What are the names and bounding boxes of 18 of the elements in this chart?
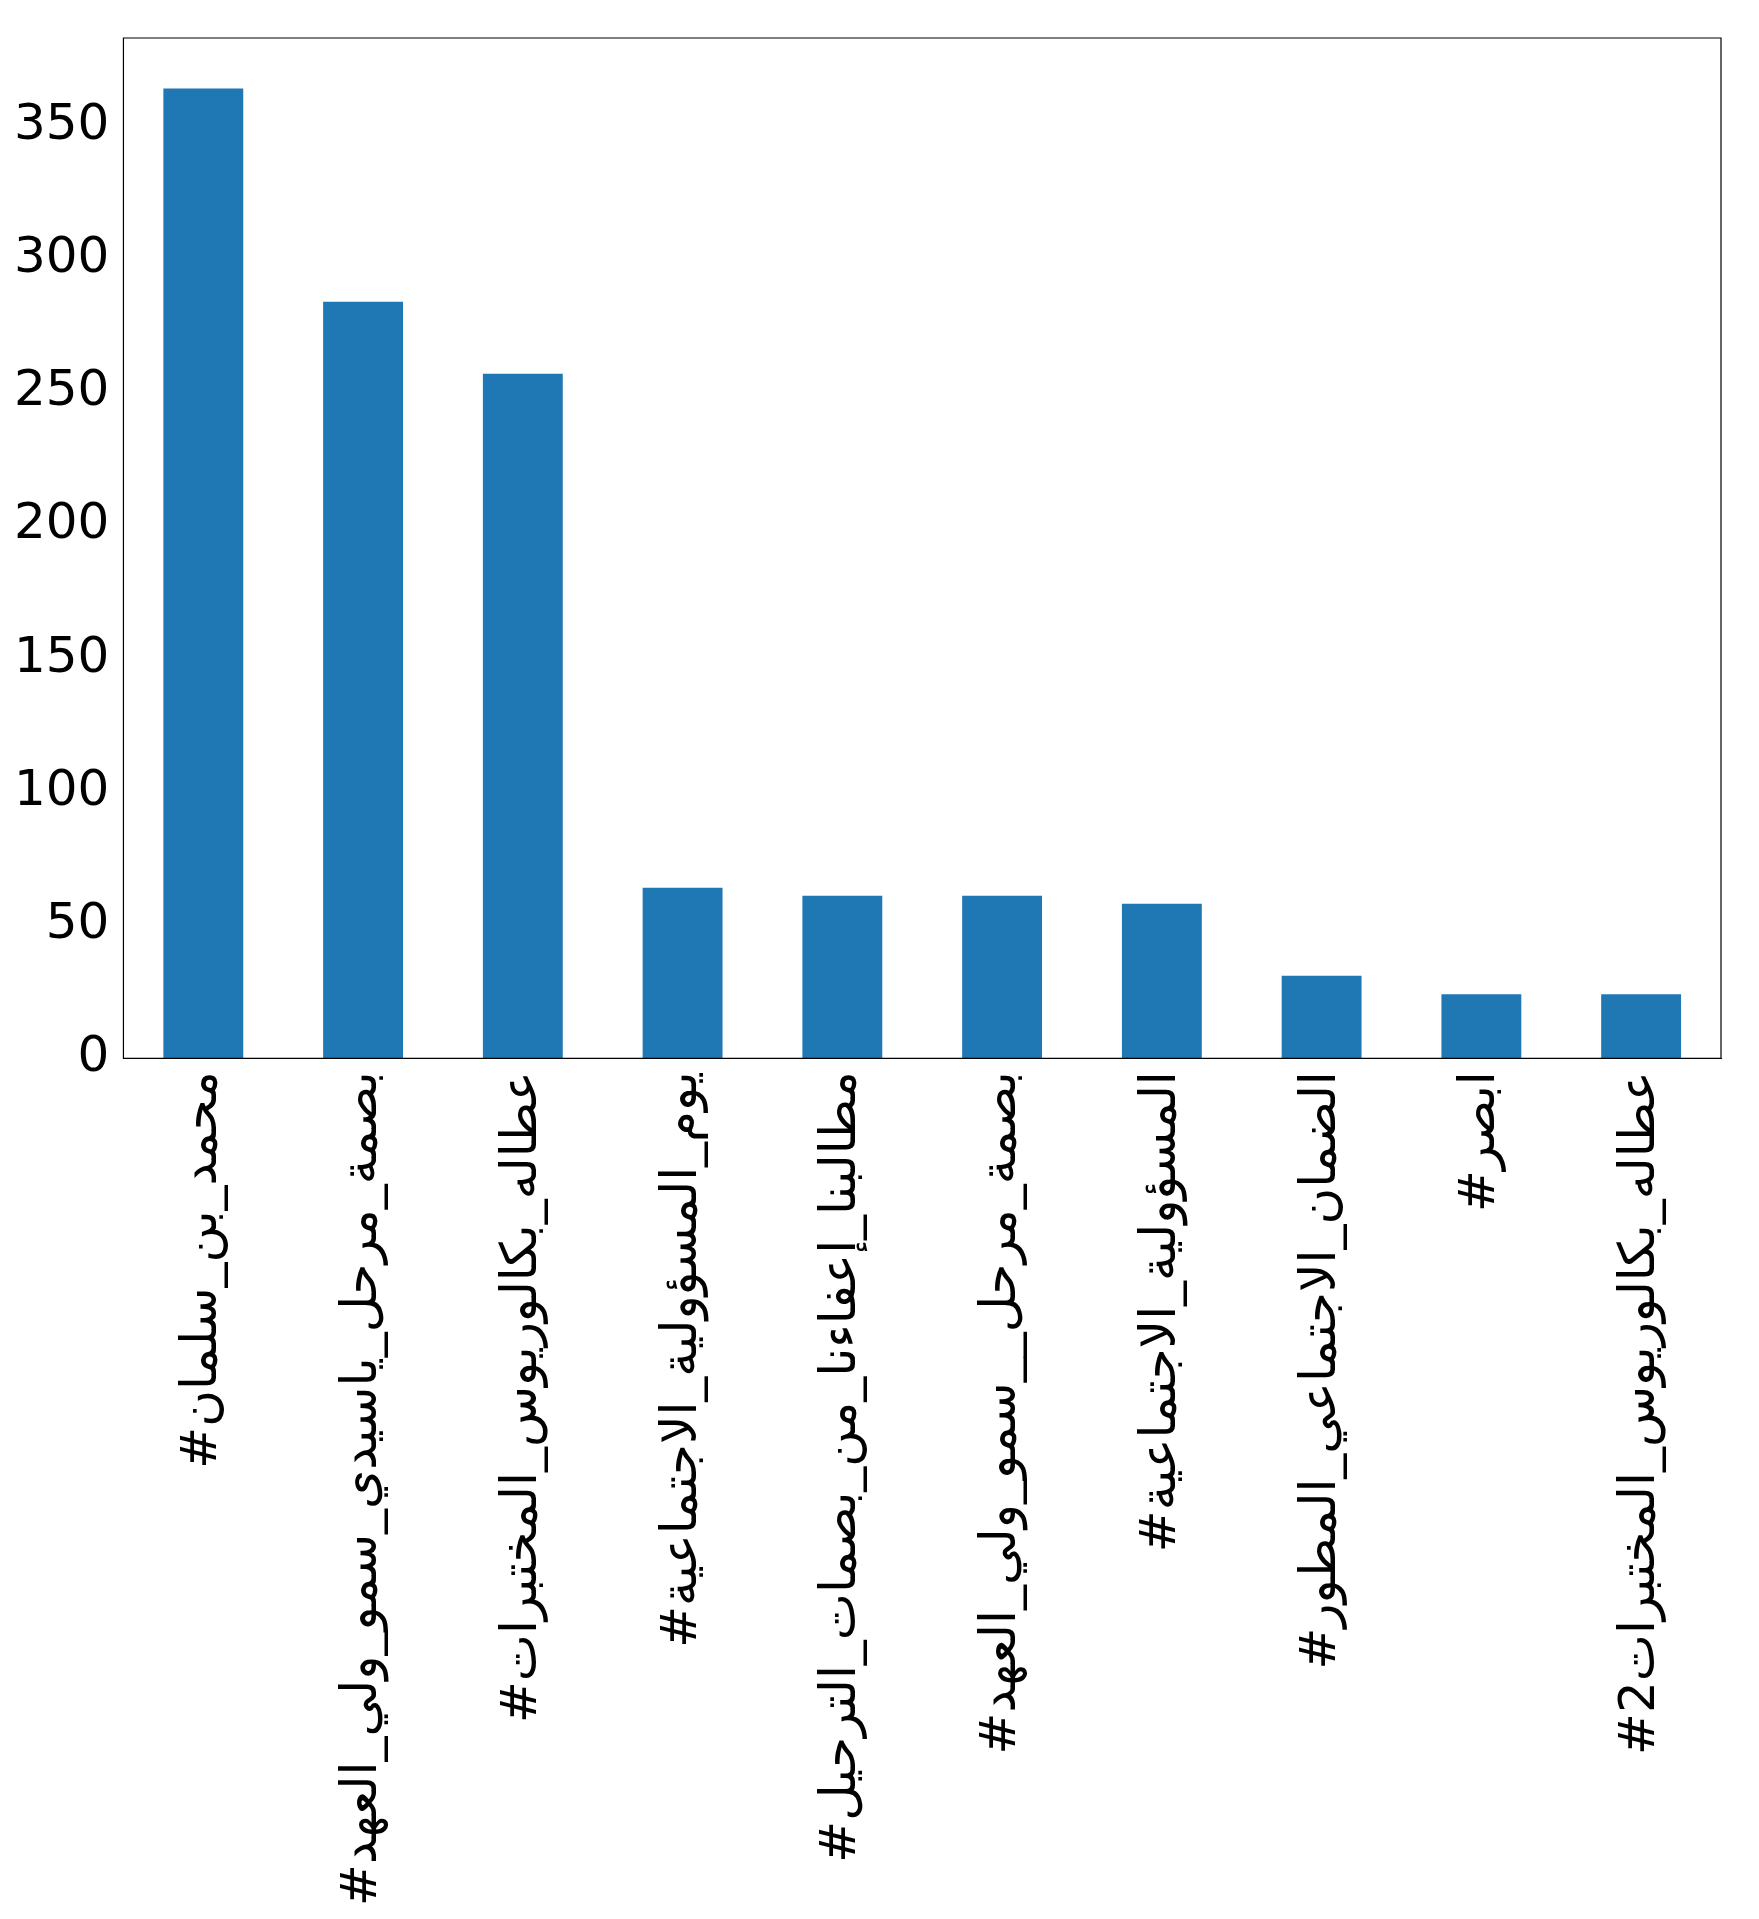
y-tick-label: 50 [45, 892, 110, 951]
x-tick-label: #الضمان_الاجتماعي_المطور [1288, 1071, 1347, 1670]
x-tick-label: #المسؤولية_الاجتماعية [1128, 1071, 1188, 1553]
y-tick-label: 350 [14, 92, 110, 151]
y-tick-label: 0 [77, 1025, 110, 1084]
x-tick-label: #بصمة_مرحل_ياسيدي_سمو_ولي_العهد [330, 1071, 390, 1907]
y-tick-label: 300 [14, 226, 110, 285]
x-tick-label: #عطاله_بكالوريوس_المختبرات2 [1608, 1071, 1667, 1755]
x-tick-label: #عطاله_بكالوريوس_المختبرات [489, 1071, 548, 1724]
y-tick-label: 100 [14, 758, 110, 817]
x-tick-label: #ابصر [1448, 1071, 1507, 1212]
x-tick-label: #محمد_بن_سلمان [170, 1071, 229, 1469]
x-tick-label: #يوم_المسؤولية_الاجتماعية [649, 1071, 709, 1648]
x-tick-label: #مطالبنا_إعفاءنا_من_بصمات_الترحيل [809, 1071, 869, 1863]
x-tick-label: #بصمة_مرحل__سمو_ولي_العهد [969, 1071, 1029, 1755]
y-tick-label: 200 [14, 492, 110, 551]
y-tick-label: 250 [14, 359, 110, 418]
y-tick-label: 150 [14, 625, 110, 684]
